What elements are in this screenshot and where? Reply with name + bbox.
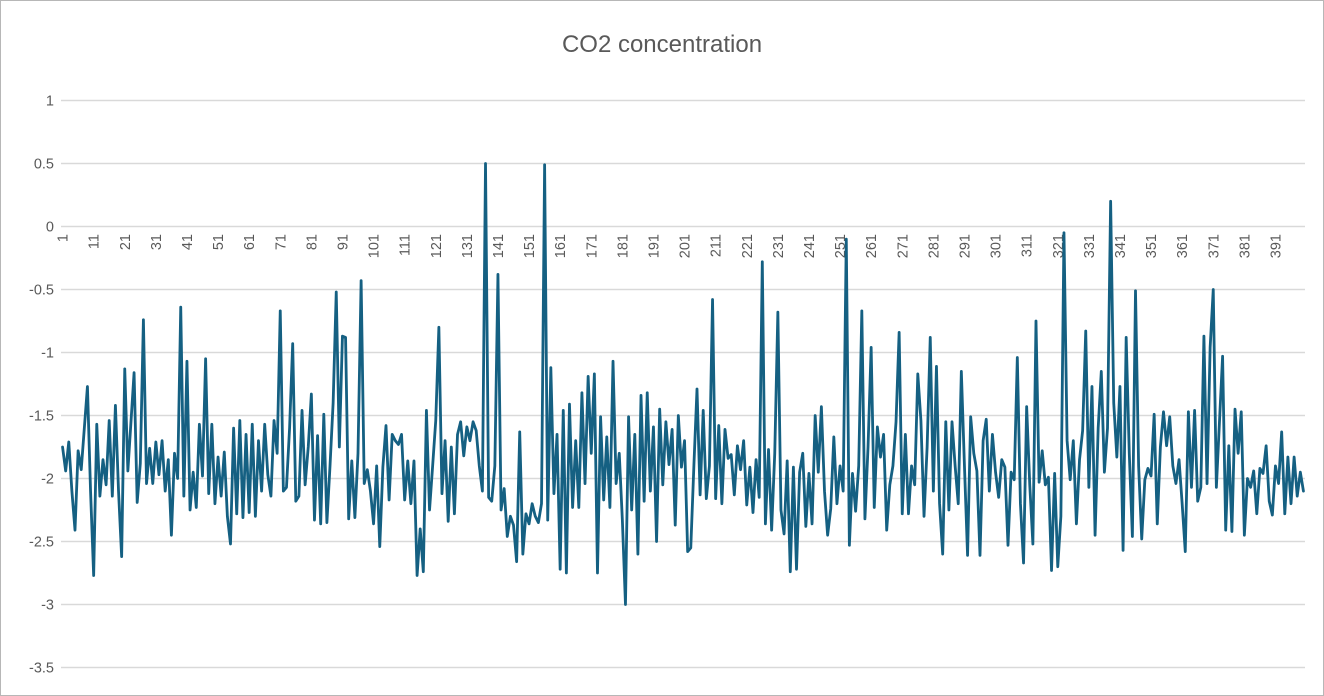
y-axis-tick-label: -3.5 — [29, 660, 54, 676]
x-axis-tick-label: 301 — [989, 234, 1005, 258]
x-axis-tick-label: 271 — [895, 234, 911, 258]
x-axis-tick-label: 121 — [429, 234, 445, 258]
x-axis-tick-label: 171 — [584, 234, 600, 258]
x-axis-tick-label: 331 — [1082, 234, 1098, 258]
y-axis-tick-label: 1 — [46, 93, 54, 109]
x-axis-tick-label: 21 — [118, 234, 134, 250]
x-axis-tick-label: 71 — [273, 234, 289, 250]
x-axis-tick-label: 261 — [864, 234, 880, 258]
y-axis-labels-group: 1 0.5 0 -0.5 -1 -1.5 -2 -2.5 -3 -3.5 — [29, 93, 54, 676]
gridlines-group — [61, 99, 1305, 669]
x-axis-tick-label: 281 — [926, 234, 942, 258]
y-axis-tick-label: 0 — [46, 219, 54, 235]
x-axis-tick-label: 241 — [802, 234, 818, 258]
y-axis-tick-label: 0.5 — [34, 156, 54, 172]
x-axis-tick-label: 51 — [211, 234, 227, 250]
x-axis-tick-label: 231 — [771, 234, 787, 258]
x-axis-tick-label: 31 — [149, 234, 165, 250]
x-axis-tick-label: 391 — [1268, 234, 1284, 258]
x-axis-tick-label: 291 — [957, 234, 973, 258]
y-axis-tick-label: -2.5 — [29, 534, 54, 550]
y-axis-tick-label: -3 — [41, 597, 54, 613]
x-axis-tick-label: 101 — [367, 234, 383, 258]
chart-title: CO2 concentration — [562, 31, 762, 58]
x-axis-tick-label: 221 — [740, 234, 756, 258]
x-axis-tick-label: 341 — [1113, 234, 1129, 258]
y-axis-tick-label: -2 — [41, 471, 54, 487]
x-axis-tick-label: 211 — [709, 234, 725, 257]
x-axis-tick-label: 361 — [1175, 234, 1191, 258]
x-axis-tick-label: 181 — [615, 234, 631, 258]
x-axis-tick-label: 191 — [646, 234, 662, 258]
x-axis-tick-label: 131 — [460, 234, 476, 258]
x-axis-tick-label: 311 — [1020, 234, 1036, 257]
x-axis-tick-label: 111 — [398, 234, 414, 256]
x-axis-tick-label: 11 — [87, 234, 103, 249]
y-axis-tick-label: -1 — [41, 345, 54, 361]
x-axis-tick-label: 381 — [1237, 234, 1253, 258]
y-axis-tick-label: -0.5 — [29, 282, 54, 298]
series-line — [61, 162, 1305, 606]
x-axis-tick-label: 41 — [180, 234, 196, 250]
x-axis-tick-label: 371 — [1206, 234, 1222, 258]
x-axis-tick-label: 91 — [335, 234, 351, 250]
x-axis-tick-label: 141 — [491, 234, 507, 258]
y-axis-tick-label: -1.5 — [29, 408, 54, 424]
x-axis-tick-label: 351 — [1144, 234, 1160, 258]
x-axis-tick-label: 201 — [678, 234, 694, 258]
x-axis-tick-label: 151 — [522, 234, 538, 258]
x-axis-labels-group: 1 11 21 31 41 51 61 71 81 91 101 111 121 131 141 151 161… — [56, 234, 1285, 258]
x-axis-tick-label: 81 — [304, 234, 320, 250]
x-axis-tick-label: 61 — [242, 234, 258, 250]
x-axis-tick-label: 1 — [56, 234, 72, 242]
x-axis-tick-label: 161 — [553, 234, 569, 258]
